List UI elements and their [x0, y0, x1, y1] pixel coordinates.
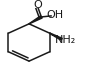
Text: NH₂: NH₂ [55, 35, 77, 45]
Polygon shape [59, 37, 62, 40]
Polygon shape [54, 35, 57, 37]
Polygon shape [57, 36, 60, 39]
Text: OH: OH [46, 10, 63, 20]
Text: O: O [33, 0, 42, 10]
Polygon shape [50, 33, 52, 34]
Polygon shape [29, 16, 42, 24]
Polygon shape [52, 34, 55, 36]
